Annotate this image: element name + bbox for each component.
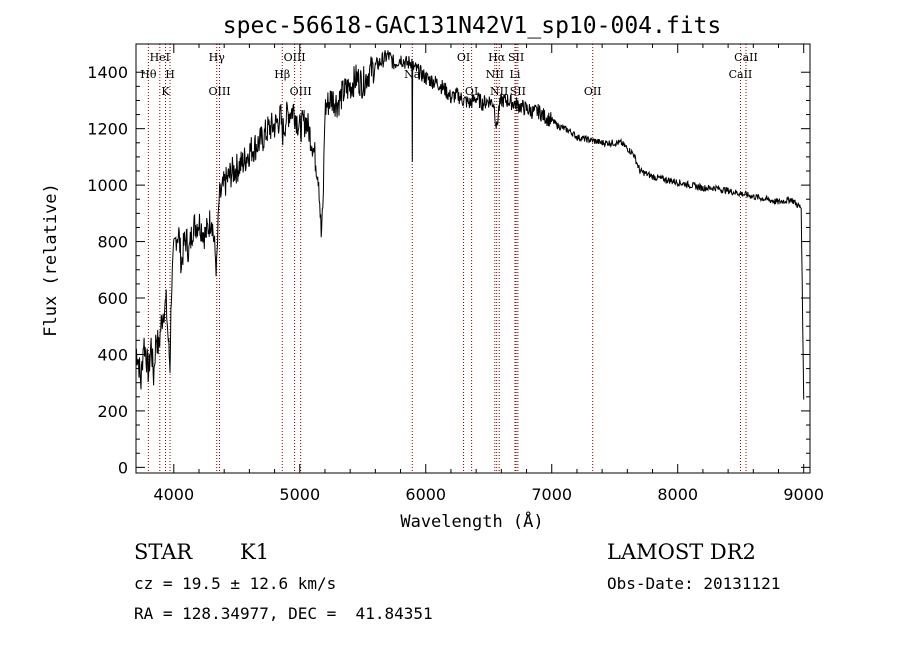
y-tick-label: 600 (97, 289, 128, 308)
y-tick-label: 200 (97, 402, 128, 421)
y-tick-label: 1000 (87, 176, 128, 195)
spectral-line-label: Hα (488, 51, 506, 64)
axis-ticks: 4000 5000 6000 7000 8000 9000 0 200 400 600 800 100… (87, 44, 824, 504)
spectral-line-label: OIII (208, 85, 230, 98)
x-tick-label: 5000 (279, 485, 320, 504)
x-tick-label: 7000 (531, 485, 572, 504)
x-tick-label: 9000 (783, 485, 824, 504)
plot-frame (135, 43, 811, 474)
y-tick-label: 1200 (87, 120, 128, 139)
x-tick-label: 6000 (405, 485, 446, 504)
y-tick-label: 0 (118, 458, 128, 477)
spectral-line-label: Hβ (274, 68, 290, 81)
y-tick-label: 1400 (87, 63, 128, 82)
chart-title: spec-56618-GAC131N42V1_sp10-004.fits (223, 13, 722, 39)
x-tick-label: 4000 (153, 485, 194, 504)
x-tick-label: 8000 (657, 485, 698, 504)
observation-date: Obs-Date: 20131121 (607, 574, 781, 593)
spectral-line-label: CaII (734, 51, 758, 64)
object-class: STAR (134, 540, 193, 564)
spectral-line-label: OII (584, 85, 602, 98)
y-tick-label: 800 (97, 233, 128, 252)
redshift-velocity: cz = 19.5 ± 12.6 km/s (134, 574, 337, 593)
spectral-line-label: HeI (150, 51, 170, 64)
object-subclass: K1 (240, 540, 270, 564)
coordinates: RA = 128.34977, DEC = 41.84351 (134, 604, 433, 623)
y-axis-label: Flux (relative) (41, 183, 61, 337)
spectral-line-label: H (165, 68, 175, 81)
spectral-line-label: OI (465, 85, 478, 98)
spectral-line-label: NII (490, 85, 508, 98)
x-axis-label: Wavelength (Å) (400, 510, 543, 532)
spectral-line-label: OIII (284, 51, 306, 64)
spectral-line-label: SII (508, 51, 524, 64)
spectral-line-label: Li (510, 68, 521, 81)
spectral-line-label: OIII (290, 85, 312, 98)
survey-label: LAMOST DR2 (607, 540, 756, 564)
spectral-line-label: K (161, 85, 170, 98)
spectral-line-label: SII (510, 85, 526, 98)
spectral-lines-layer (147, 44, 747, 473)
spectral-line-label: OI (457, 51, 470, 64)
spectral-line-label: Hθ (140, 68, 157, 81)
spectral-line-label: CaII (729, 68, 753, 81)
spectrum-line (135, 50, 805, 400)
spectral-line-label: Hγ (209, 51, 226, 64)
spectral-line-label: Na (404, 68, 421, 81)
y-tick-label: 400 (97, 345, 128, 364)
spectral-line-label: NII (486, 68, 504, 81)
